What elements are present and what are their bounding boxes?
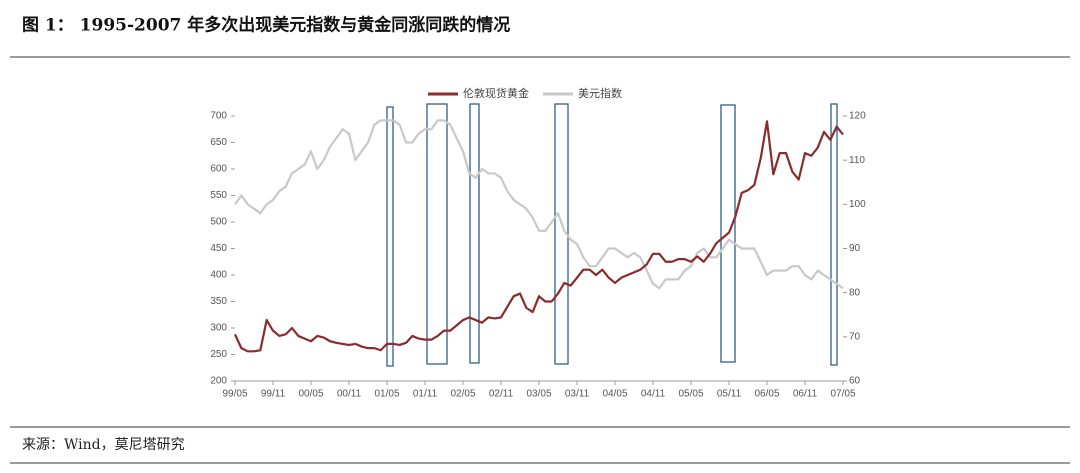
x-tick-label: 01/11 <box>413 389 438 400</box>
y-tick-label: 250 <box>210 349 227 360</box>
x-tick-label: 03/05 <box>526 389 551 400</box>
y2-tick-label: 120 <box>849 111 866 122</box>
highlight-box <box>554 103 569 365</box>
figure-title: 图 1： 1995-2007 年多次出现美元指数与黄金同涨同跌的情况 <box>22 15 510 36</box>
legend-label: 美元指数 <box>578 86 622 100</box>
x-tick-label: 03/11 <box>565 389 590 400</box>
y2-tick-label: 60 <box>849 376 861 387</box>
y-tick-label: 650 <box>210 137 227 148</box>
x-tick-label: 06/05 <box>754 389 779 400</box>
y2-tick-label: 70 <box>849 331 861 342</box>
highlights <box>386 103 838 367</box>
x-tick-label: 00/11 <box>337 389 362 400</box>
highlight-box <box>426 103 448 365</box>
x-tick-label: 99/05 <box>222 389 247 400</box>
x-tick-label: 01/05 <box>374 389 399 400</box>
x-tick-label: 00/05 <box>298 389 323 400</box>
y-tick-label: 300 <box>210 323 227 334</box>
y2-tick-label: 80 <box>849 287 861 298</box>
x-tick-label: 04/11 <box>641 389 666 400</box>
y-tick-label: 400 <box>210 270 227 281</box>
y2-tick-label: 110 <box>849 155 865 166</box>
y2-tick-label: 90 <box>849 243 861 254</box>
y-tick-label: 700 <box>210 111 227 122</box>
x-tick-label: 02/11 <box>489 389 514 400</box>
highlight-box <box>830 103 838 366</box>
x-tick-label: 04/05 <box>602 389 627 400</box>
x-tick-label: 05/11 <box>717 389 742 400</box>
series-line <box>234 119 844 290</box>
highlight-box <box>386 106 394 367</box>
x-tick-label: 07/05 <box>830 389 855 400</box>
y-tick-label: 450 <box>210 243 227 254</box>
y-tick-label: 550 <box>210 190 227 201</box>
source: 来源：Wind，莫尼塔研究 <box>22 437 185 453</box>
y-tick-label: 200 <box>210 376 227 387</box>
y-tick-label: 600 <box>210 164 227 175</box>
x-tick-label: 02/05 <box>450 389 475 400</box>
highlight-box <box>469 103 480 364</box>
x-tick-label: 99/11 <box>261 389 286 400</box>
series-line <box>234 120 844 353</box>
highlight-box <box>720 104 736 363</box>
y2-tick-label: 100 <box>849 199 866 210</box>
x-tick-label: 05/05 <box>678 389 703 400</box>
y-tick-label: 500 <box>210 217 227 228</box>
x-tick-label: 06/11 <box>793 389 818 400</box>
y-tick-label: 350 <box>210 296 227 307</box>
legend-label: 伦敦现货黄金 <box>463 86 529 100</box>
